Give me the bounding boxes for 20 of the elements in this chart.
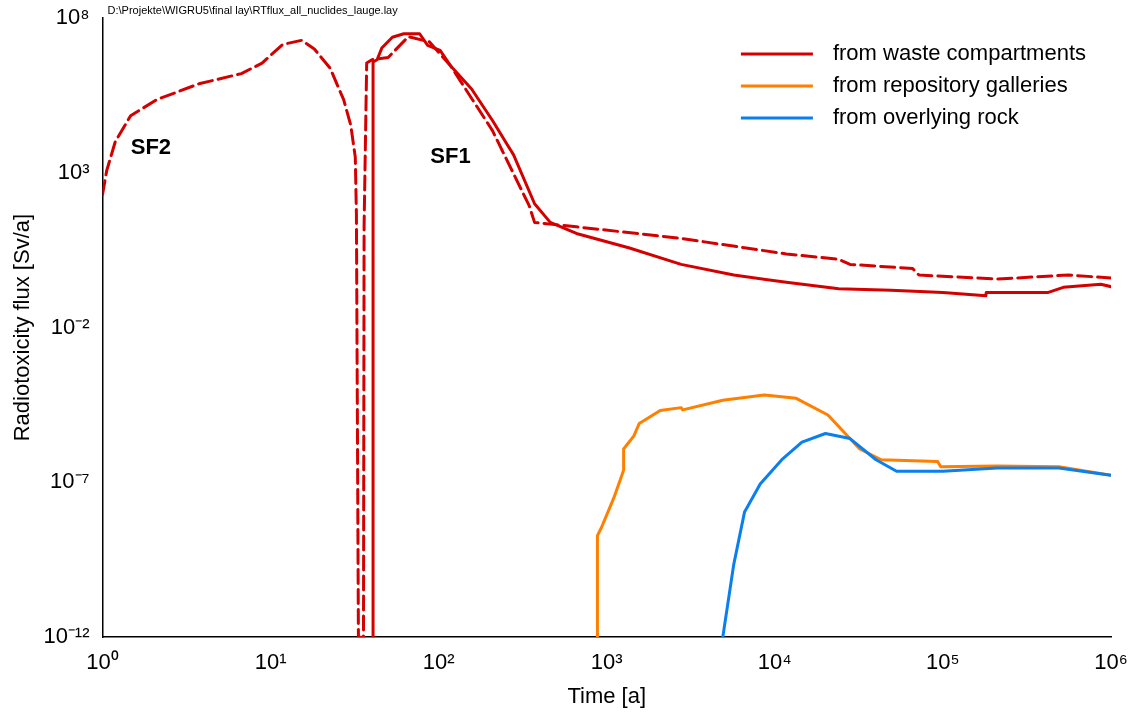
x-tick-label: 10³ [590,649,623,675]
y-axis-title: Radiotoxicity flux [Sv/a] [9,213,35,442]
x-tick-label: 10⁰ [86,649,119,675]
y-tick-label: 10⁻¹² [43,623,90,649]
x-axis-title: Time [a] [567,682,647,708]
x-tick-label: 10⁴ [757,649,792,675]
x-tick-label: 10¹ [254,649,287,675]
legend-label: from waste compartments [832,40,1086,66]
legend-label: from repository galleries [832,72,1068,98]
y-tick-label: 10³ [57,158,90,184]
annotation: SF1 [430,143,471,169]
x-tick-label: 10⁵ [926,649,960,675]
y-tick-label: 10⁸ [55,4,90,30]
x-tick-label: 10² [422,649,455,675]
legend-label: from overlying rock [832,104,1020,130]
text: D:\Projekte\WIGRU5\final lay\RTflux_all_nuclides_lauge.lay [107,3,399,16]
y-tick-label: 10⁻² [50,313,90,339]
y-tick-label: 10⁻⁷ [50,468,90,494]
x-tick-label: 10⁶ [1094,649,1128,675]
annotation: SF2 [130,134,172,160]
